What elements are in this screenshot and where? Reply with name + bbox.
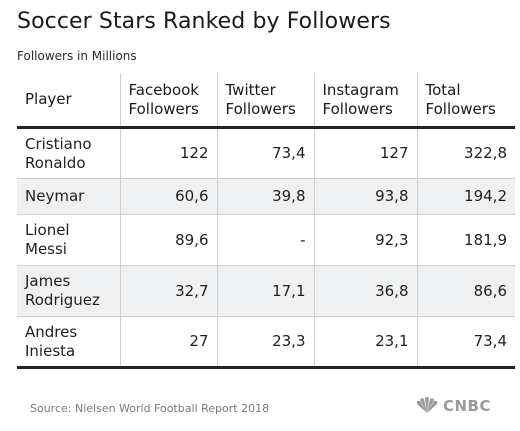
- value-cell: 194,2: [416, 178, 515, 215]
- table-row: Cristiano Ronaldo 122 73,4 127 322,8: [17, 127, 515, 179]
- column-header-0: Player: [17, 73, 120, 129]
- column-header-3: Instagram Followers: [313, 73, 417, 129]
- player-name-cell: Andres Iniesta: [17, 316, 120, 369]
- cnbc-logo: CNBC: [414, 394, 491, 418]
- logo-text: CNBC: [443, 397, 492, 415]
- value-cell: 23,1: [313, 316, 417, 369]
- value-cell: 73,4: [216, 127, 314, 179]
- chart-subtitle: Followers in Millions: [17, 49, 137, 63]
- value-cell: 322,8: [416, 127, 515, 179]
- table-row: Andres Iniesta 27 23,3 23,1 73,4: [17, 316, 515, 369]
- value-cell: 27: [119, 316, 217, 369]
- player-name-cell: Cristiano Ronaldo: [17, 127, 120, 179]
- table-body: Cristiano Ronaldo 122 73,4 127 322,8 Neymar 60…: [17, 127, 515, 369]
- followers-table: Player Facebook Followers Twitter Follower…: [17, 73, 515, 369]
- player-name-cell: Neymar: [17, 178, 120, 215]
- value-cell: 32,7: [119, 265, 217, 317]
- table-row: James Rodriguez 32,7 17,1 36,8 86,6: [17, 265, 515, 317]
- column-header-4: Total Followers: [416, 73, 515, 129]
- value-cell: 122: [119, 127, 217, 179]
- value-cell: 36,8: [313, 265, 417, 317]
- value-cell: 181,9: [416, 214, 515, 266]
- table-row: Lionel Messi 89,6-92,3 181,9: [17, 214, 515, 266]
- column-header-2: Twitter Followers: [216, 73, 314, 129]
- value-cell: 17,1: [216, 265, 314, 317]
- player-name-cell: James Rodriguez: [17, 265, 120, 317]
- value-cell: 39,8: [216, 178, 314, 215]
- chart-title: Soccer Stars Ranked by Followers: [17, 9, 391, 34]
- table-row: Neymar 60,6 39,8 93,8 194,2: [17, 178, 515, 215]
- value-cell: 127: [313, 127, 417, 179]
- column-header-1: Facebook Followers: [119, 73, 217, 129]
- value-cell: 89,6: [119, 214, 217, 266]
- value-cell: 86,6: [416, 265, 515, 317]
- table-header: Player Facebook Followers Twitter Follower…: [17, 73, 515, 129]
- value-cell: 23,3: [216, 316, 314, 369]
- value-cell: 93,8: [313, 178, 417, 215]
- data-table-wrapper: Player Facebook Followers Twitter Follower…: [17, 73, 515, 370]
- peacock-icon: [416, 397, 438, 413]
- value-cell: 60,6: [119, 178, 217, 215]
- value-cell: 92,3: [313, 214, 417, 266]
- source-note: Source: Nielsen World Football Report 20…: [30, 402, 270, 415]
- value-cell: -: [216, 214, 314, 266]
- header-row: Player Facebook Followers Twitter Follower…: [17, 73, 515, 129]
- player-name-cell: Lionel Messi: [17, 214, 120, 266]
- value-cell: 73,4: [416, 316, 515, 369]
